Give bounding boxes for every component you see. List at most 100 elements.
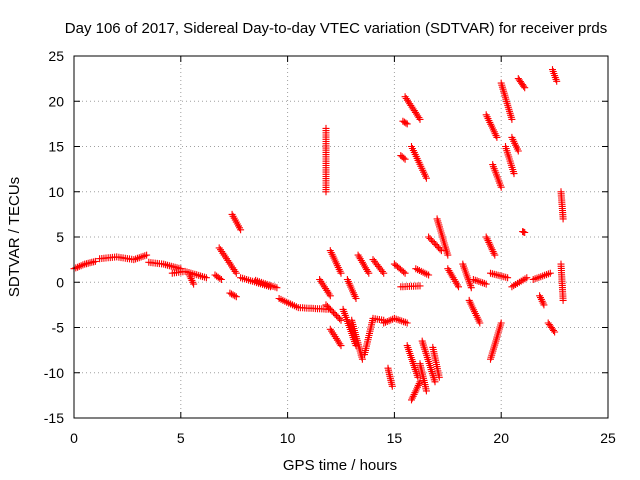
data-point [388,382,396,390]
y-tick-label: 20 [48,93,64,109]
x-tick-label: 20 [493,430,509,446]
data-point [493,133,501,141]
data-point [232,269,240,277]
y-axis-label: SDTVAR / TECUs [6,177,23,297]
data-point [365,269,373,277]
y-tick-label: 5 [56,229,64,245]
data-point [514,147,522,155]
chart-title: Day 106 of 2017, Sidereal Day-to-day VTE… [65,20,607,37]
data-point [400,154,408,162]
data-point [273,284,281,292]
data-point [337,342,345,350]
data-point [497,319,505,327]
data-point [333,312,340,320]
data-point [491,251,499,259]
data-point [429,238,437,245]
axis-ticks: 0 5 10 15 20 25 -15 -10 -5 0 5 10 15 20 25 [44,48,616,446]
data-point [400,268,408,276]
data-point [403,120,411,128]
data-point [433,242,441,250]
data-point [385,317,393,325]
data-point [402,119,410,127]
data-point [431,378,439,386]
x-tick-label: 5 [177,430,185,446]
y-tick-label: -15 [44,410,64,426]
data-point [497,183,505,191]
data-point [550,327,557,334]
data-point [559,296,567,304]
data-point [414,373,422,381]
data-point [74,263,82,271]
data-point [334,313,342,321]
data-point [422,387,430,395]
data-point [425,271,433,279]
data-point [436,245,444,253]
data-point [143,251,151,259]
y-tick-label: -10 [44,365,64,381]
x-tick-label: 25 [600,430,616,446]
data-point [435,373,443,381]
data-point [422,174,430,182]
data-point [231,292,239,300]
x-tick-label: 15 [387,430,403,446]
data-point [416,378,424,386]
y-tick-label: 15 [48,139,64,155]
data-point [328,307,336,315]
data-point [217,276,225,283]
data-point [378,268,386,275]
data-point [403,319,411,327]
x-axis-label: GPS time / hours [283,457,397,474]
y-tick-label: -5 [52,320,65,336]
data-point [416,282,424,290]
data-point [327,306,334,313]
data-point [444,251,452,259]
data-point [427,236,435,244]
data-point [435,244,442,252]
data-point [331,310,339,318]
data-point [337,269,345,277]
data-point [559,215,567,223]
data-point [504,274,512,282]
data-point [380,269,388,277]
data-point [337,316,345,324]
data-point [476,319,484,327]
data-point [216,274,224,282]
data-point [202,274,210,282]
data-point [521,229,529,236]
data-point [510,170,518,178]
data-point [467,284,475,292]
data-point [330,309,337,317]
data-point [482,280,490,288]
data-point [322,301,330,309]
data-point [401,269,409,277]
x-tick-label: 0 [70,430,78,446]
data-point [401,155,409,163]
data-point [190,280,198,288]
data-point [551,328,559,336]
y-tick-label: 0 [56,274,64,290]
data-point [523,274,531,282]
data-point [553,77,561,85]
data-point [358,355,366,363]
y-tick-label: 10 [48,184,64,200]
data-point [232,293,240,301]
data-point [508,115,516,123]
data-point [455,283,462,291]
data-point [326,292,334,300]
data-point [324,302,331,310]
data-point [322,188,330,196]
data-point [352,295,360,302]
data-point [325,304,333,312]
data-point [237,226,245,234]
data-point [91,257,99,265]
y-tick-label: 25 [48,48,64,64]
x-tick-label: 10 [280,430,296,446]
data-point [416,115,424,123]
data-point [521,84,529,92]
data-point [540,301,548,309]
data-points [70,66,567,404]
data-point [520,82,528,90]
data-point [546,269,554,277]
